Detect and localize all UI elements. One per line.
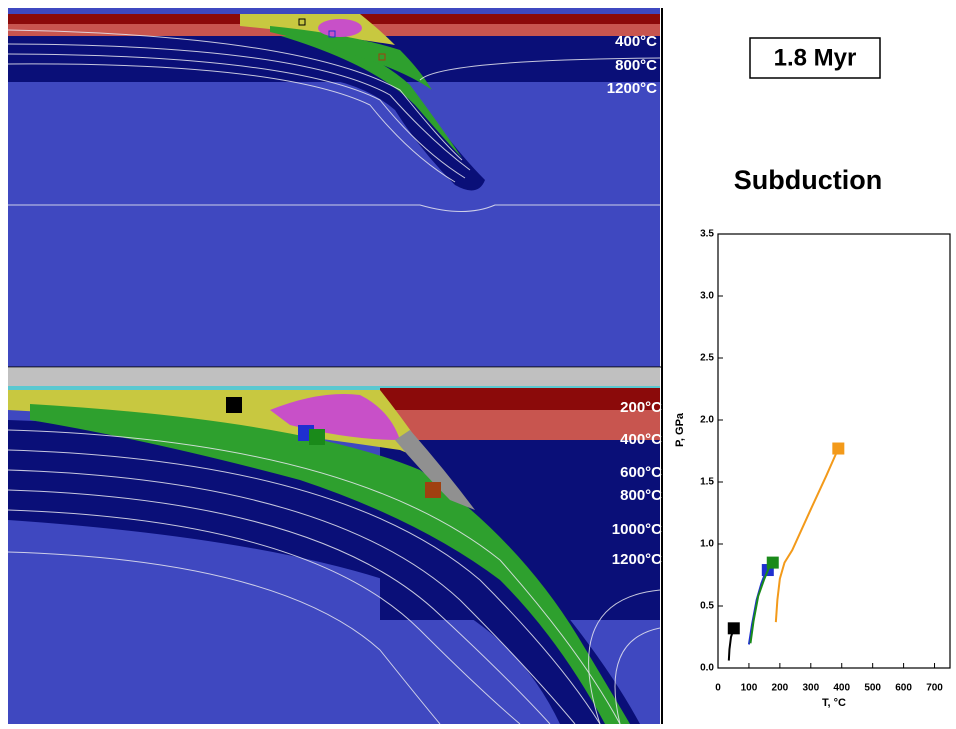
y-axis-label: P, GPa (674, 412, 686, 447)
title: Subduction (734, 165, 882, 195)
x-tick-label: 700 (926, 683, 943, 694)
y-tick-label: 0.0 (700, 663, 714, 674)
series-marker (832, 442, 845, 455)
time-box (749, 37, 881, 79)
isotherm-label: 800°C (620, 487, 662, 504)
series-line (774, 448, 840, 623)
isotherm-label: 400°C (620, 431, 662, 448)
time-label: 1.8 Myr (774, 44, 857, 71)
x-tick-label: 400 (833, 683, 850, 694)
y-tick-label: 2.5 (700, 353, 714, 364)
plot-frame (717, 233, 951, 669)
y-tick-label: 1.0 (700, 539, 714, 550)
isotherm-label: 1200°C (612, 551, 662, 568)
series-line (749, 563, 772, 644)
x-tick-label: 600 (895, 683, 912, 694)
y-tick-label: 2.0 (700, 415, 714, 426)
y-tick-label: 3.0 (700, 291, 714, 302)
y-tick-label: 1.5 (700, 477, 714, 488)
y-tick-label: 0.5 (700, 601, 714, 612)
x-tick-label: 100 (741, 683, 758, 694)
x-tick-label: 0 (715, 683, 721, 694)
x-tick-label: 200 (772, 683, 789, 694)
x-tick-label: 500 (864, 683, 881, 694)
isotherm-label: 600°C (620, 464, 662, 481)
isotherm-label: 1200°C (607, 80, 657, 97)
isotherm-label: 200°C (620, 399, 662, 416)
series-marker (727, 622, 740, 635)
model-panel-bottom (8, 368, 660, 724)
x-axis-label: T, °C (822, 697, 846, 709)
isotherm-label: 400°C (615, 33, 657, 50)
isotherm-label: 800°C (615, 57, 657, 74)
x-tick-label: 300 (802, 683, 819, 694)
isotherm-label: 1000°C (612, 521, 662, 538)
series-marker (766, 556, 779, 569)
model-panel-top (8, 8, 660, 367)
y-tick-label: 3.5 (700, 229, 714, 240)
